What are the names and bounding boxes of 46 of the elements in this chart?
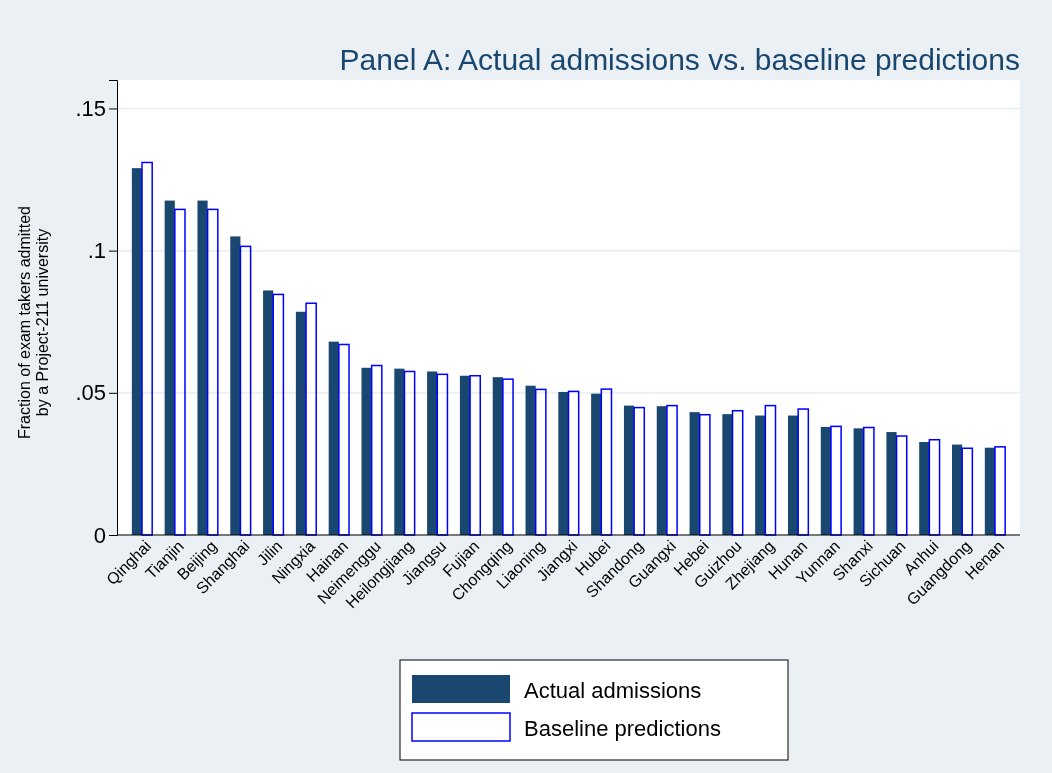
- bar: [141, 161, 153, 536]
- legend-label: Actual admissions: [524, 678, 702, 703]
- bar: [338, 343, 350, 536]
- bar: [698, 413, 711, 536]
- bar: [863, 426, 875, 536]
- bar: [797, 408, 810, 536]
- bar: [427, 371, 438, 535]
- bar: [197, 200, 208, 535]
- bar: [567, 390, 580, 536]
- y-tick-label: 0: [93, 522, 106, 548]
- y-axis-title: Fraction of exam takers admitted by a Project-211 university: [16, 206, 52, 439]
- bar: [731, 409, 744, 536]
- bar: [633, 406, 646, 536]
- bar: [928, 438, 941, 536]
- bar: [272, 293, 285, 536]
- bar: [830, 425, 842, 536]
- y-tick-label: .15: [75, 95, 106, 121]
- bar: [886, 432, 897, 535]
- bar: [895, 435, 908, 536]
- bar: [239, 245, 252, 536]
- bar: [502, 378, 514, 536]
- bar: [600, 388, 613, 536]
- bar: [558, 391, 569, 535]
- bar: [436, 373, 449, 536]
- bar: [591, 393, 602, 535]
- bar: [755, 415, 766, 535]
- bar: [361, 367, 372, 535]
- y-tick-label: .1: [87, 238, 106, 264]
- chart-title: Panel A: Actual admissions vs. baseline predictions: [339, 43, 1020, 76]
- bar: [174, 208, 186, 536]
- bar: [230, 236, 241, 535]
- bar: [394, 368, 405, 535]
- y-tick-label: .05: [75, 380, 106, 406]
- bar: [994, 446, 1006, 536]
- bar: [961, 447, 974, 536]
- legend-label: Baseline predictions: [524, 716, 721, 741]
- bar: [919, 442, 930, 535]
- bar: [764, 404, 777, 536]
- bar: [666, 404, 678, 536]
- bar: [305, 302, 317, 536]
- bar: [403, 370, 416, 536]
- bar: [722, 414, 733, 535]
- bar: [469, 375, 481, 536]
- bar: [206, 208, 219, 536]
- bar: [534, 388, 547, 536]
- bar: [370, 364, 383, 536]
